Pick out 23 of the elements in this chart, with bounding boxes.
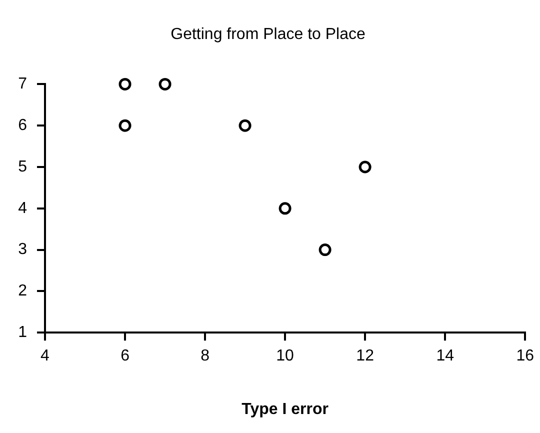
y-tick-label: 7 — [18, 76, 28, 93]
point — [358, 160, 372, 174]
x-tick-label: 6 — [120, 348, 130, 365]
x-tick-label: 12 — [356, 348, 374, 365]
x-tick-label: 8 — [200, 348, 210, 365]
y-tick-label: 4 — [18, 200, 28, 217]
point — [158, 78, 172, 90]
point — [278, 202, 292, 215]
y-tick-label: 2 — [18, 282, 28, 300]
x-tick-label: 16 — [516, 348, 534, 365]
point — [238, 119, 252, 132]
point — [118, 119, 132, 132]
x-tick-label: 14 — [436, 348, 454, 365]
y-tick-label: 5 — [18, 158, 28, 176]
y-tick-label: 3 — [18, 241, 28, 258]
point — [318, 244, 332, 256]
y-tick-label: 6 — [18, 117, 28, 134]
x-tick-label: 10 — [276, 348, 294, 365]
x-tick-label: 4 — [40, 348, 50, 365]
y-tick-label: 1 — [18, 324, 28, 342]
x-axis-title: Type I error — [242, 400, 328, 418]
chart-title: Getting from Place to Place — [170, 26, 366, 44]
point — [118, 78, 132, 90]
